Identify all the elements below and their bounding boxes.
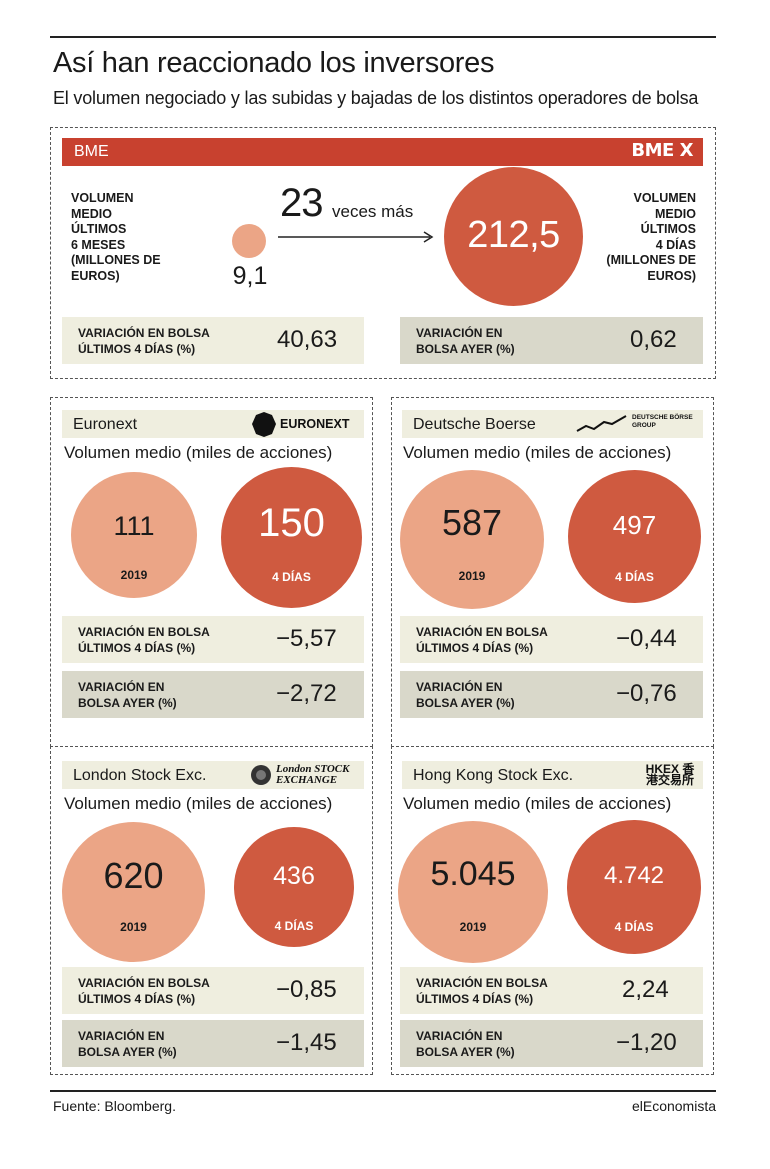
london-2019-label: 2019 bbox=[120, 920, 147, 934]
hongkong-var1-row: VARIACIÓN EN BOLSA AYER (%) −1,20 bbox=[400, 1020, 703, 1067]
bme-times-number: 23 bbox=[280, 181, 323, 225]
deutsche-var4-value: −0,44 bbox=[616, 625, 677, 652]
london-var4-row: VARIACIÓN EN BOLSA ÚLTIMOS 4 DÍAS (%) −0,… bbox=[62, 967, 364, 1014]
euronext-name: Euronext bbox=[73, 416, 138, 433]
bme-arrow bbox=[278, 231, 434, 243]
hongkong-name: Hong Kong Stock Exc. bbox=[413, 767, 574, 784]
euronext-var4-row: VARIACIÓN EN BOLSA ÚLTIMOS 4 DÍAS (%) −5,… bbox=[62, 616, 364, 663]
london-panel bbox=[50, 746, 373, 1075]
deutsche-name: Deutsche Boerse bbox=[413, 416, 536, 433]
brand-name: elEconomista bbox=[631, 1098, 716, 1114]
hongkong-var1-label: VARIACIÓN EN BOLSA AYER (%) bbox=[416, 1029, 515, 1059]
bme-var1-value: 0,62 bbox=[630, 326, 677, 353]
london-2019-value: 620 bbox=[103, 855, 164, 896]
euronext-2019-value: 111 bbox=[113, 511, 155, 541]
deutsche-2019-value: 587 bbox=[441, 502, 503, 543]
bme-left-label: VOLUMEN MEDIO ÚLTIMOS 6 MESES (MILLONES DE E… bbox=[71, 191, 161, 283]
page-subtitle: El volumen negociado y las subidas y baj… bbox=[53, 88, 699, 108]
deutsche-vol-title: Volumen medio (miles de acciones) bbox=[403, 443, 672, 462]
bme-name: BME bbox=[74, 143, 109, 160]
bme-big-value: 212,5 bbox=[467, 214, 560, 256]
euronext-logo-icon bbox=[252, 412, 276, 437]
bme-logo: BME X bbox=[631, 140, 693, 161]
hongkong-var4-value: 2,24 bbox=[622, 976, 669, 1003]
london-var4-label: VARIACIÓN EN BOLSA ÚLTIMOS 4 DÍAS (%) bbox=[78, 976, 210, 1006]
bme-var4-row: VARIACIÓN EN BOLSA ÚLTIMOS 4 DÍAS (%) 40,… bbox=[62, 317, 364, 364]
hongkong-var4-row: VARIACIÓN EN BOLSA ÚLTIMOS 4 DÍAS (%) 2,2… bbox=[400, 967, 703, 1014]
london-4d-circle: 436 4 DÍAS bbox=[234, 827, 354, 947]
euronext-4d-circle: 150 4 DÍAS bbox=[221, 467, 362, 608]
london-logo-icon bbox=[251, 765, 271, 785]
hongkong-logo: HKEX 香港交易所 bbox=[645, 762, 695, 787]
euronext-var1-row: VARIACIÓN EN BOLSA AYER (%) −2,72 bbox=[62, 671, 364, 718]
london-var1-label: VARIACIÓN EN BOLSA AYER (%) bbox=[78, 1029, 177, 1059]
page-title: Así han reaccionado los inversores bbox=[53, 47, 495, 79]
bme-right-label: VOLUMEN MEDIO ÚLTIMOS 4 DÍAS (MILLONES DE EU… bbox=[606, 191, 696, 283]
hongkong-panel bbox=[391, 746, 714, 1075]
london-var1-value: −1,45 bbox=[276, 1029, 337, 1056]
london-name: London Stock Exc. bbox=[73, 767, 207, 784]
hongkong-2019-value: 5.045 bbox=[430, 855, 516, 893]
deutsche-var1-label: VARIACIÓN EN BOLSA AYER (%) bbox=[416, 680, 515, 710]
bme-small-value: 9,1 bbox=[232, 262, 268, 290]
deutsche-header: Deutsche Boerse DEUTSCHE BÖRSE GROUP bbox=[402, 410, 703, 438]
london-2019-circle: 620 2019 bbox=[62, 822, 205, 962]
deutsche-logo-icon bbox=[576, 415, 627, 432]
euronext-4d-value: 150 bbox=[258, 501, 325, 545]
euronext-var1-label: VARIACIÓN EN BOLSA AYER (%) bbox=[78, 680, 177, 710]
euronext-4d-label: 4 DÍAS bbox=[272, 570, 311, 584]
london-vol-title: Volumen medio (miles de acciones) bbox=[64, 794, 333, 813]
bottom-rule bbox=[50, 1090, 716, 1092]
source-note: Fuente: Bloomberg. bbox=[53, 1098, 176, 1114]
deutsche-2019-label: 2019 bbox=[458, 569, 486, 583]
deutsche-4d-circle: 497 4 DÍAS bbox=[568, 470, 701, 603]
hongkong-var4-label: VARIACIÓN EN BOLSA ÚLTIMOS 4 DÍAS (%) bbox=[416, 976, 548, 1006]
london-header: London Stock Exc. London STOCK EXCHANGE bbox=[62, 761, 364, 789]
bme-times-text: veces más bbox=[332, 202, 414, 221]
london-var1-row: VARIACIÓN EN BOLSA AYER (%) −1,45 bbox=[62, 1020, 364, 1067]
deutsche-var1-row: VARIACIÓN EN BOLSA AYER (%) −0,76 bbox=[400, 671, 703, 718]
london-logo: London STOCK EXCHANGE bbox=[276, 763, 350, 786]
euronext-2019-circle: 111 2019 bbox=[71, 472, 197, 598]
bme-var4-value: 40,63 bbox=[277, 326, 338, 353]
deutsche-logo: DEUTSCHE BÖRSE GROUP bbox=[632, 414, 693, 429]
london-4d-label: 4 DÍAS bbox=[274, 919, 314, 933]
bme-var1-row: VARIACIÓN EN BOLSA AYER (%) 0,62 bbox=[400, 317, 703, 364]
bme-panel bbox=[50, 127, 716, 379]
hongkong-vol-title: Volumen medio (miles de acciones) bbox=[403, 794, 672, 813]
bme-small-circle bbox=[232, 224, 266, 258]
hongkong-header: Hong Kong Stock Exc. HKEX 香港交易所 bbox=[402, 761, 703, 789]
euronext-var4-value: −5,57 bbox=[276, 625, 337, 652]
deutsche-var1-value: −0,76 bbox=[616, 680, 677, 707]
hongkong-2019-circle: 5.045 2019 bbox=[398, 821, 548, 963]
bme-big-circle: 212,5 bbox=[444, 167, 583, 306]
bme-var4-label: VARIACIÓN EN BOLSA ÚLTIMOS 4 DÍAS (%) bbox=[78, 326, 210, 356]
deutsche-var4-label: VARIACIÓN EN BOLSA ÚLTIMOS 4 DÍAS (%) bbox=[416, 625, 548, 655]
hongkong-4d-label: 4 DÍAS bbox=[614, 920, 654, 934]
top-rule bbox=[50, 36, 716, 38]
deutsche-4d-label: 4 DÍAS bbox=[615, 570, 654, 584]
euronext-header: Euronext EURONEXT bbox=[62, 410, 364, 438]
hongkong-4d-circle: 4.742 4 DÍAS bbox=[567, 820, 701, 954]
deutsche-var4-row: VARIACIÓN EN BOLSA ÚLTIMOS 4 DÍAS (%) −0,… bbox=[400, 616, 703, 663]
bme-header: BME BME X bbox=[62, 138, 703, 166]
bme-var1-label: VARIACIÓN EN BOLSA AYER (%) bbox=[416, 326, 515, 356]
hongkong-var1-value: −1,20 bbox=[616, 1029, 677, 1056]
deutsche-4d-value: 497 bbox=[612, 510, 657, 540]
euronext-var1-value: −2,72 bbox=[276, 680, 337, 707]
london-var4-value: −0,85 bbox=[276, 976, 337, 1003]
deutsche-2019-circle: 587 2019 bbox=[400, 470, 544, 609]
hongkong-2019-label: 2019 bbox=[459, 920, 487, 934]
london-4d-value: 436 bbox=[273, 862, 315, 890]
euronext-vol-title: Volumen medio (miles de acciones) bbox=[64, 443, 333, 462]
euronext-logo: EURONEXT bbox=[280, 417, 350, 431]
euronext-var4-label: VARIACIÓN EN BOLSA ÚLTIMOS 4 DÍAS (%) bbox=[78, 625, 210, 655]
hongkong-4d-value: 4.742 bbox=[603, 862, 665, 889]
euronext-2019-label: 2019 bbox=[120, 568, 148, 582]
